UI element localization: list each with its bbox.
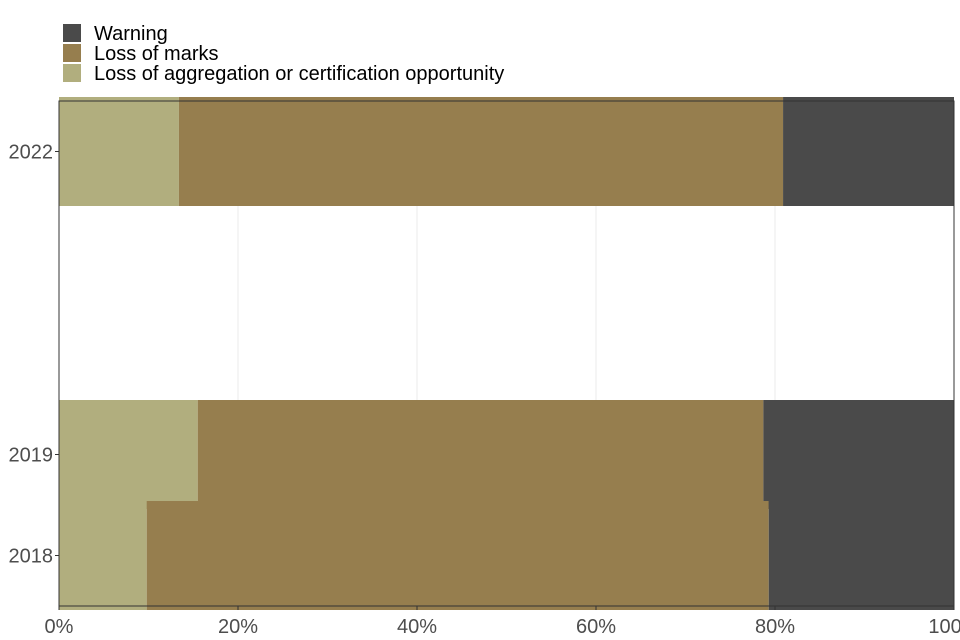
legend-swatch-loss-of-marks [63,44,81,62]
legend-swatch-loss-of-aggregation-or-certification-opportunity [63,64,81,82]
y-tick-label-2018: 2018 [9,546,54,568]
bar-2018-loss-of-aggregation-or-certification-opportunity [59,501,147,610]
x-tick-label-80: 80% [755,616,795,638]
bar-2019-warning [763,400,954,509]
x-tick-label-40: 40% [397,616,437,638]
legend-label-loss-of-aggregation-or-certification-opportunity: Loss of aggregation or certification opp… [94,63,504,85]
y-tick-label-2022: 2022 [9,142,54,164]
bar-2018-warning [768,501,954,610]
y-tick-label-2019: 2019 [9,445,54,467]
x-axis: 0% 20% 40% 60% 80% 100% [45,606,960,638]
legend-label-warning: Warning [94,23,168,45]
bar-2022-loss-of-aggregation-or-certification-opportunity [59,97,179,206]
x-tick-label-60: 60% [576,616,616,638]
x-tick-label-100: 100% [928,616,960,638]
plot-area [58,97,955,610]
legend-swatch-warning [63,24,81,42]
plot-border [58,100,955,607]
bar-2022-loss-of-marks [178,97,784,206]
bar-2022-warning [783,97,954,206]
bar-2019-loss-of-aggregation-or-certification-opportunity [59,400,198,509]
bar-2018-loss-of-marks [146,501,769,610]
x-tick-label-0: 0% [45,616,74,638]
x-tick-label-20: 20% [218,616,258,638]
y-axis: 2022 2019 2018 [9,142,59,568]
legend-label-loss-of-marks: Loss of marks [94,43,218,65]
bar-2019-loss-of-marks [197,400,764,509]
